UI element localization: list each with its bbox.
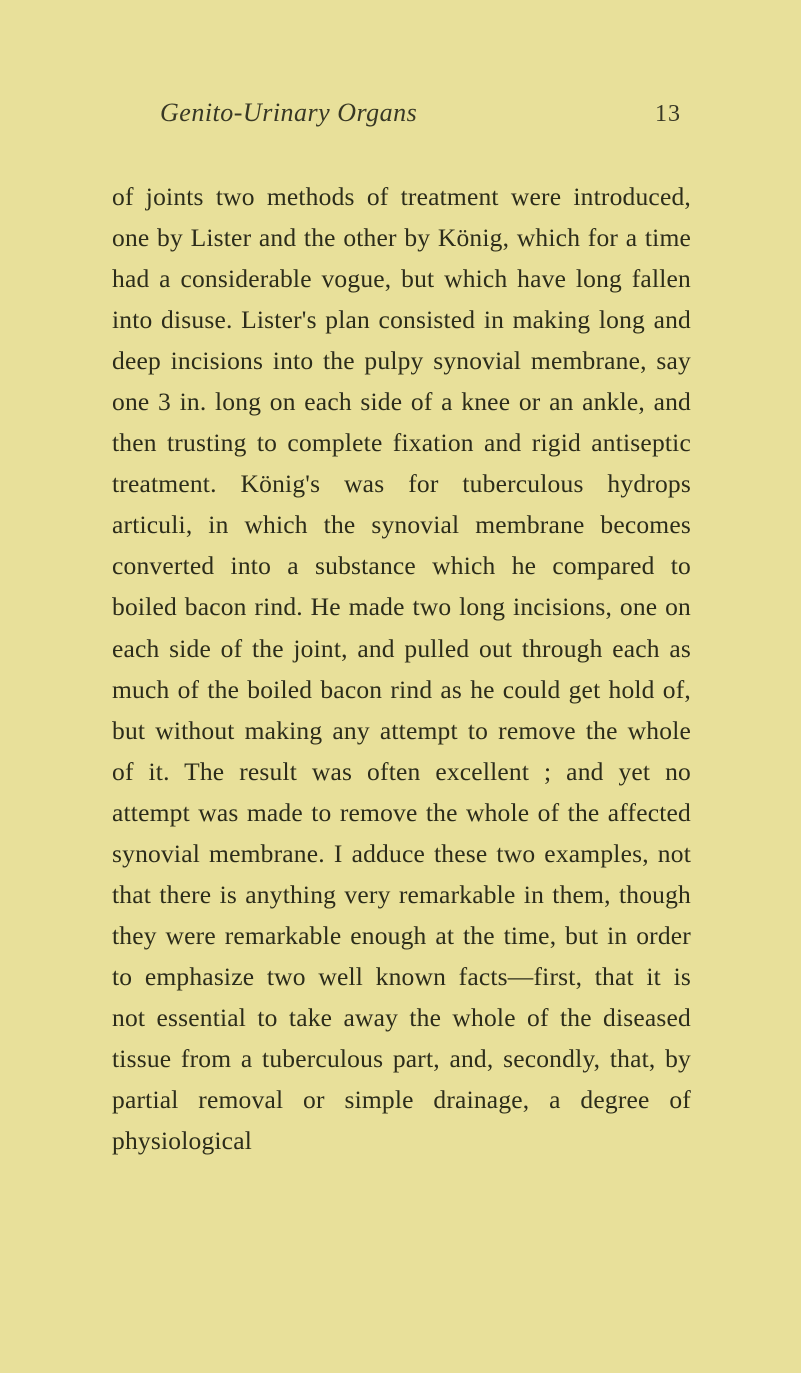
page-number: 13 (655, 101, 681, 128)
running-title: Genito-Urinary Organs (160, 98, 417, 128)
body-text: of joints two methods of treatment were … (112, 176, 691, 1161)
page-header: Genito-Urinary Organs 13 (112, 98, 691, 128)
